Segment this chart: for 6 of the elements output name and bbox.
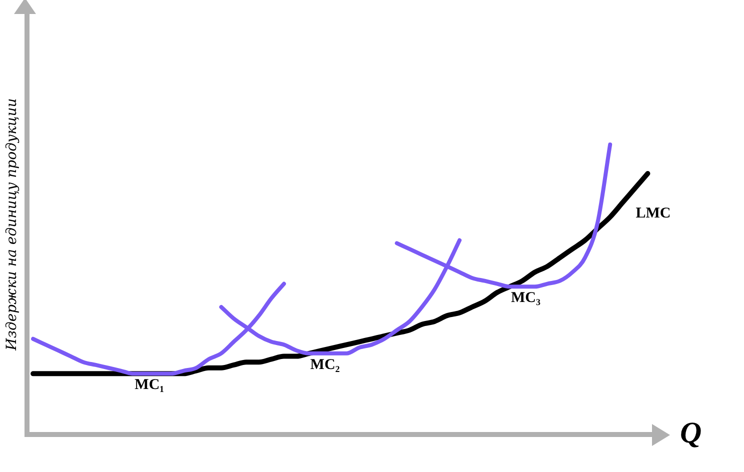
series-label: LMC <box>636 205 671 222</box>
series-label: MC₃ <box>510 290 541 306</box>
y-axis-title: Издержки на единицу продукции <box>4 98 20 352</box>
x-axis-title: Q <box>680 416 702 450</box>
series-label: MC₂ <box>310 356 340 373</box>
series-label: MC₁ <box>134 377 164 394</box>
